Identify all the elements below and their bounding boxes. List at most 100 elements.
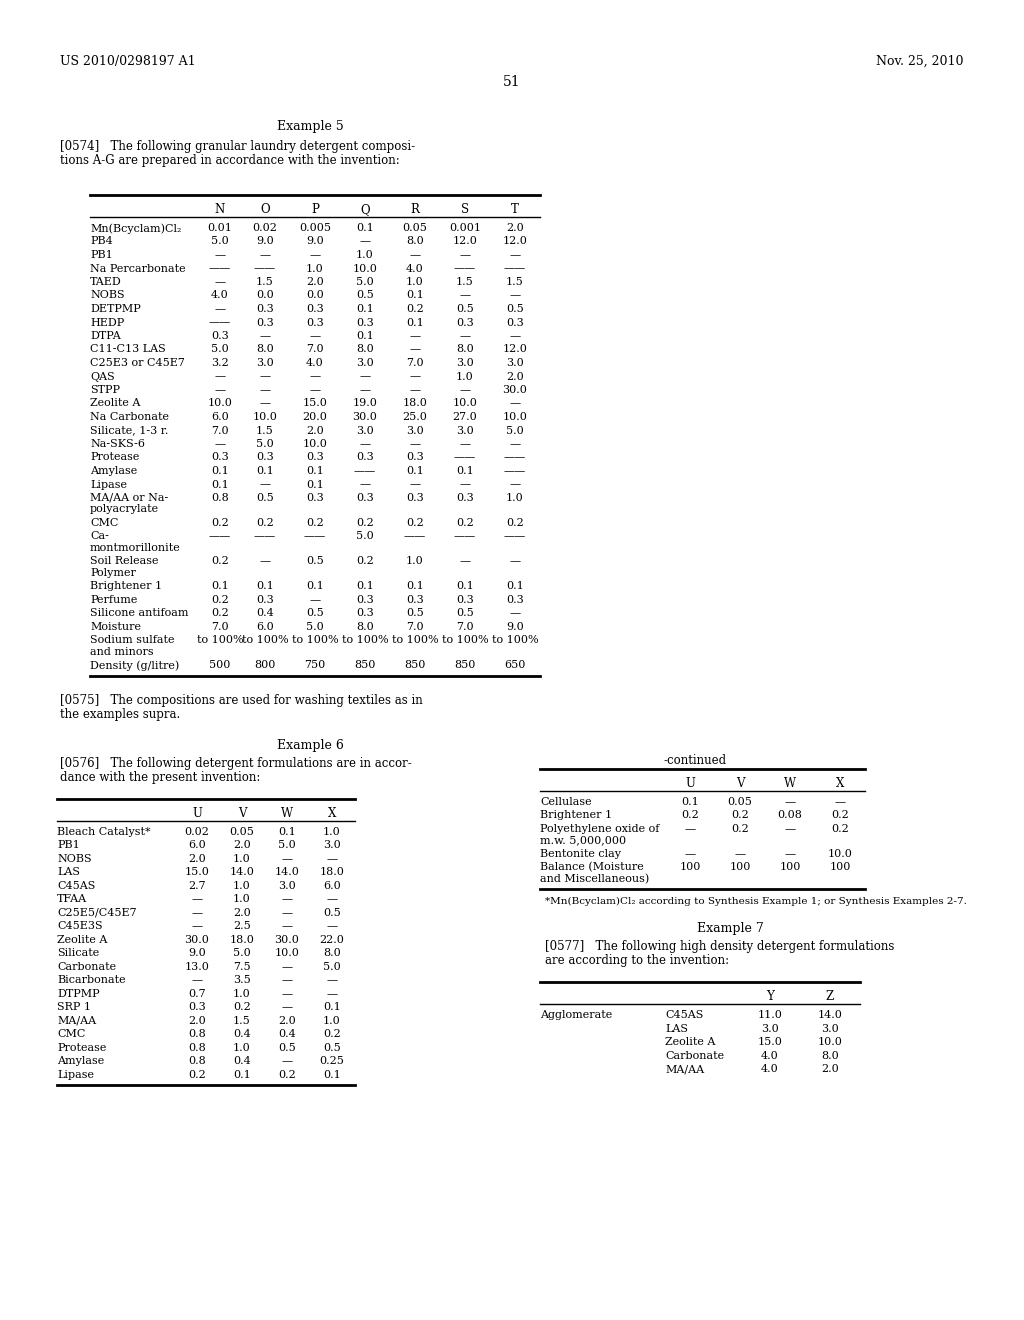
Text: ——: —— — [354, 466, 376, 477]
Text: —: — — [684, 824, 695, 834]
Text: —: — — [214, 304, 225, 314]
Text: Nov. 25, 2010: Nov. 25, 2010 — [877, 55, 964, 69]
Text: 5.0: 5.0 — [279, 841, 296, 850]
Text: —: — — [191, 895, 203, 904]
Text: 10.0: 10.0 — [827, 849, 852, 859]
Text: C11-C13 LAS: C11-C13 LAS — [90, 345, 166, 355]
Text: 5.0: 5.0 — [324, 962, 341, 972]
Text: 4.0: 4.0 — [211, 290, 229, 301]
Text: 100: 100 — [679, 862, 700, 873]
Text: 650: 650 — [504, 660, 525, 671]
Text: —: — — [259, 385, 270, 395]
Text: 0.05: 0.05 — [728, 797, 753, 807]
Text: 100: 100 — [779, 862, 801, 873]
Text: 11.0: 11.0 — [758, 1010, 782, 1020]
Text: —: — — [509, 399, 520, 408]
Text: 0.5: 0.5 — [279, 1043, 296, 1053]
Text: 0.3: 0.3 — [506, 595, 524, 605]
Text: 3.2: 3.2 — [211, 358, 229, 368]
Text: 0.4: 0.4 — [256, 609, 273, 619]
Text: 0.2: 0.2 — [306, 517, 324, 528]
Text: m.w. 5,000,000: m.w. 5,000,000 — [540, 836, 626, 845]
Text: U: U — [685, 777, 695, 789]
Text: —: — — [282, 854, 293, 863]
Text: 5.0: 5.0 — [306, 622, 324, 632]
Text: P: P — [311, 203, 318, 216]
Text: Brightener 1: Brightener 1 — [540, 810, 612, 821]
Text: 0.5: 0.5 — [456, 609, 474, 619]
Text: 1.5: 1.5 — [233, 1016, 251, 1026]
Text: C45E3S: C45E3S — [57, 921, 102, 932]
Text: and minors: and minors — [90, 647, 154, 657]
Text: MA/AA: MA/AA — [57, 1016, 96, 1026]
Text: —: — — [460, 249, 471, 260]
Text: Protease: Protease — [90, 453, 139, 462]
Text: 0.4: 0.4 — [233, 1056, 251, 1067]
Text: 0.5: 0.5 — [356, 290, 374, 301]
Text: 2.0: 2.0 — [306, 425, 324, 436]
Text: 1.0: 1.0 — [407, 557, 424, 566]
Text: —: — — [460, 440, 471, 449]
Text: —: — — [309, 595, 321, 605]
Text: —: — — [191, 921, 203, 932]
Text: DTPA: DTPA — [90, 331, 121, 341]
Text: 1.0: 1.0 — [233, 854, 251, 863]
Text: 25.0: 25.0 — [402, 412, 427, 422]
Text: —: — — [259, 249, 270, 260]
Text: 0.25: 0.25 — [319, 1056, 344, 1067]
Text: 0.1: 0.1 — [456, 466, 474, 477]
Text: 0.2: 0.2 — [831, 810, 849, 821]
Text: 0.08: 0.08 — [777, 810, 803, 821]
Text: Polymer: Polymer — [90, 568, 136, 578]
Text: and Miscellaneous): and Miscellaneous) — [540, 874, 649, 884]
Text: ——: —— — [504, 466, 526, 477]
Text: 0.2: 0.2 — [356, 557, 374, 566]
Text: Agglomerate: Agglomerate — [540, 1010, 612, 1020]
Text: —: — — [509, 557, 520, 566]
Text: 5.0: 5.0 — [356, 277, 374, 286]
Text: 0.005: 0.005 — [299, 223, 331, 234]
Text: Zeolite A: Zeolite A — [665, 1038, 716, 1047]
Text: —: — — [359, 236, 371, 247]
Text: —: — — [734, 849, 745, 859]
Text: 0.2: 0.2 — [407, 517, 424, 528]
Text: —: — — [259, 371, 270, 381]
Text: O: O — [260, 203, 269, 216]
Text: Example 5: Example 5 — [276, 120, 343, 133]
Text: 10.0: 10.0 — [208, 399, 232, 408]
Text: Silicate, 1-3 r.: Silicate, 1-3 r. — [90, 425, 168, 436]
Text: —: — — [410, 331, 421, 341]
Text: W: W — [784, 777, 796, 789]
Text: C45AS: C45AS — [665, 1010, 703, 1020]
Text: 3.0: 3.0 — [761, 1024, 779, 1034]
Text: ——: —— — [454, 532, 476, 541]
Text: 0.1: 0.1 — [324, 1071, 341, 1080]
Text: Example 7: Example 7 — [696, 923, 763, 936]
Text: —: — — [460, 557, 471, 566]
Text: LAS: LAS — [57, 867, 80, 878]
Text: 0.5: 0.5 — [456, 304, 474, 314]
Text: 0.0: 0.0 — [256, 290, 273, 301]
Text: 0.3: 0.3 — [306, 318, 324, 327]
Text: 18.0: 18.0 — [402, 399, 427, 408]
Text: —: — — [282, 989, 293, 999]
Text: 8.0: 8.0 — [356, 622, 374, 632]
Text: Na Carbonate: Na Carbonate — [90, 412, 169, 422]
Text: 0.2: 0.2 — [211, 595, 229, 605]
Text: —: — — [259, 399, 270, 408]
Text: 0.2: 0.2 — [188, 1071, 206, 1080]
Text: ——: —— — [209, 532, 231, 541]
Text: —: — — [282, 1056, 293, 1067]
Text: —: — — [509, 479, 520, 490]
Text: 0.3: 0.3 — [356, 453, 374, 462]
Text: NOBS: NOBS — [57, 854, 91, 863]
Text: 500: 500 — [209, 660, 230, 671]
Text: 0.8: 0.8 — [188, 1030, 206, 1039]
Text: —: — — [460, 479, 471, 490]
Text: ——: —— — [504, 453, 526, 462]
Text: —: — — [684, 849, 695, 859]
Text: 1.0: 1.0 — [324, 1016, 341, 1026]
Text: —: — — [282, 895, 293, 904]
Text: W: W — [281, 807, 293, 820]
Text: Sodium sulfate: Sodium sulfate — [90, 635, 174, 645]
